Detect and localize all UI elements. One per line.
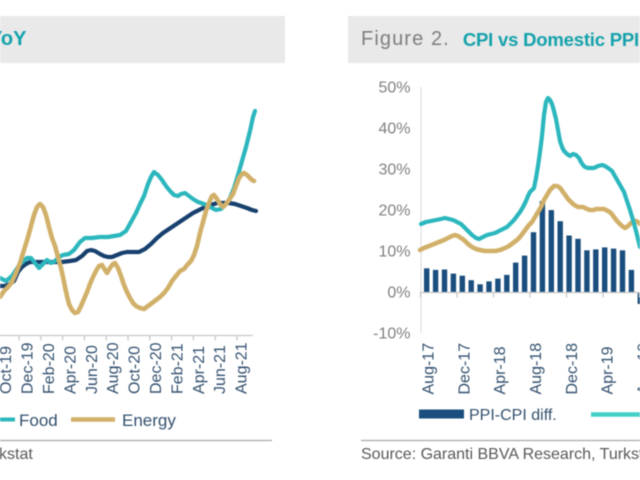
svg-text:Oct-20: Oct-20 [127,346,144,394]
svg-text:Aug-20: Aug-20 [105,342,122,394]
svg-text:Jun-20: Jun-20 [84,345,101,394]
svg-text:0%: 0% [387,285,410,302]
svg-text:40%: 40% [378,121,410,138]
svg-text:Aug-21: Aug-21 [234,342,251,394]
svg-text:Aug-18: Aug-18 [528,343,545,395]
svg-text:Aug-17: Aug-17 [421,343,438,395]
svg-text:Apr-19: Apr-19 [600,346,617,394]
svg-text:Apr-20: Apr-20 [62,346,79,394]
svg-text:50%: 50% [378,80,410,97]
svg-text:30%: 30% [378,162,410,179]
svg-text:Feb-20: Feb-20 [41,343,58,394]
svg-text:Feb-21: Feb-21 [169,343,186,394]
svg-text:Dec-20: Dec-20 [148,342,165,394]
svg-text:10%: 10% [378,244,410,261]
svg-text:Jun-21: Jun-21 [212,345,229,394]
svg-text:Dec-18: Dec-18 [564,343,581,395]
svg-text:-10%: -10% [373,326,410,343]
svg-text:20%: 20% [378,203,410,220]
svg-text:Oct-19: Oct-19 [0,346,15,394]
svg-text:Apr-21: Apr-21 [191,346,208,394]
svg-text:Apr-18: Apr-18 [492,346,509,394]
svg-text:Dec-19: Dec-19 [20,342,37,394]
svg-text:Dec-17: Dec-17 [456,343,473,395]
svg-text:Aug-19: Aug-19 [635,343,640,395]
